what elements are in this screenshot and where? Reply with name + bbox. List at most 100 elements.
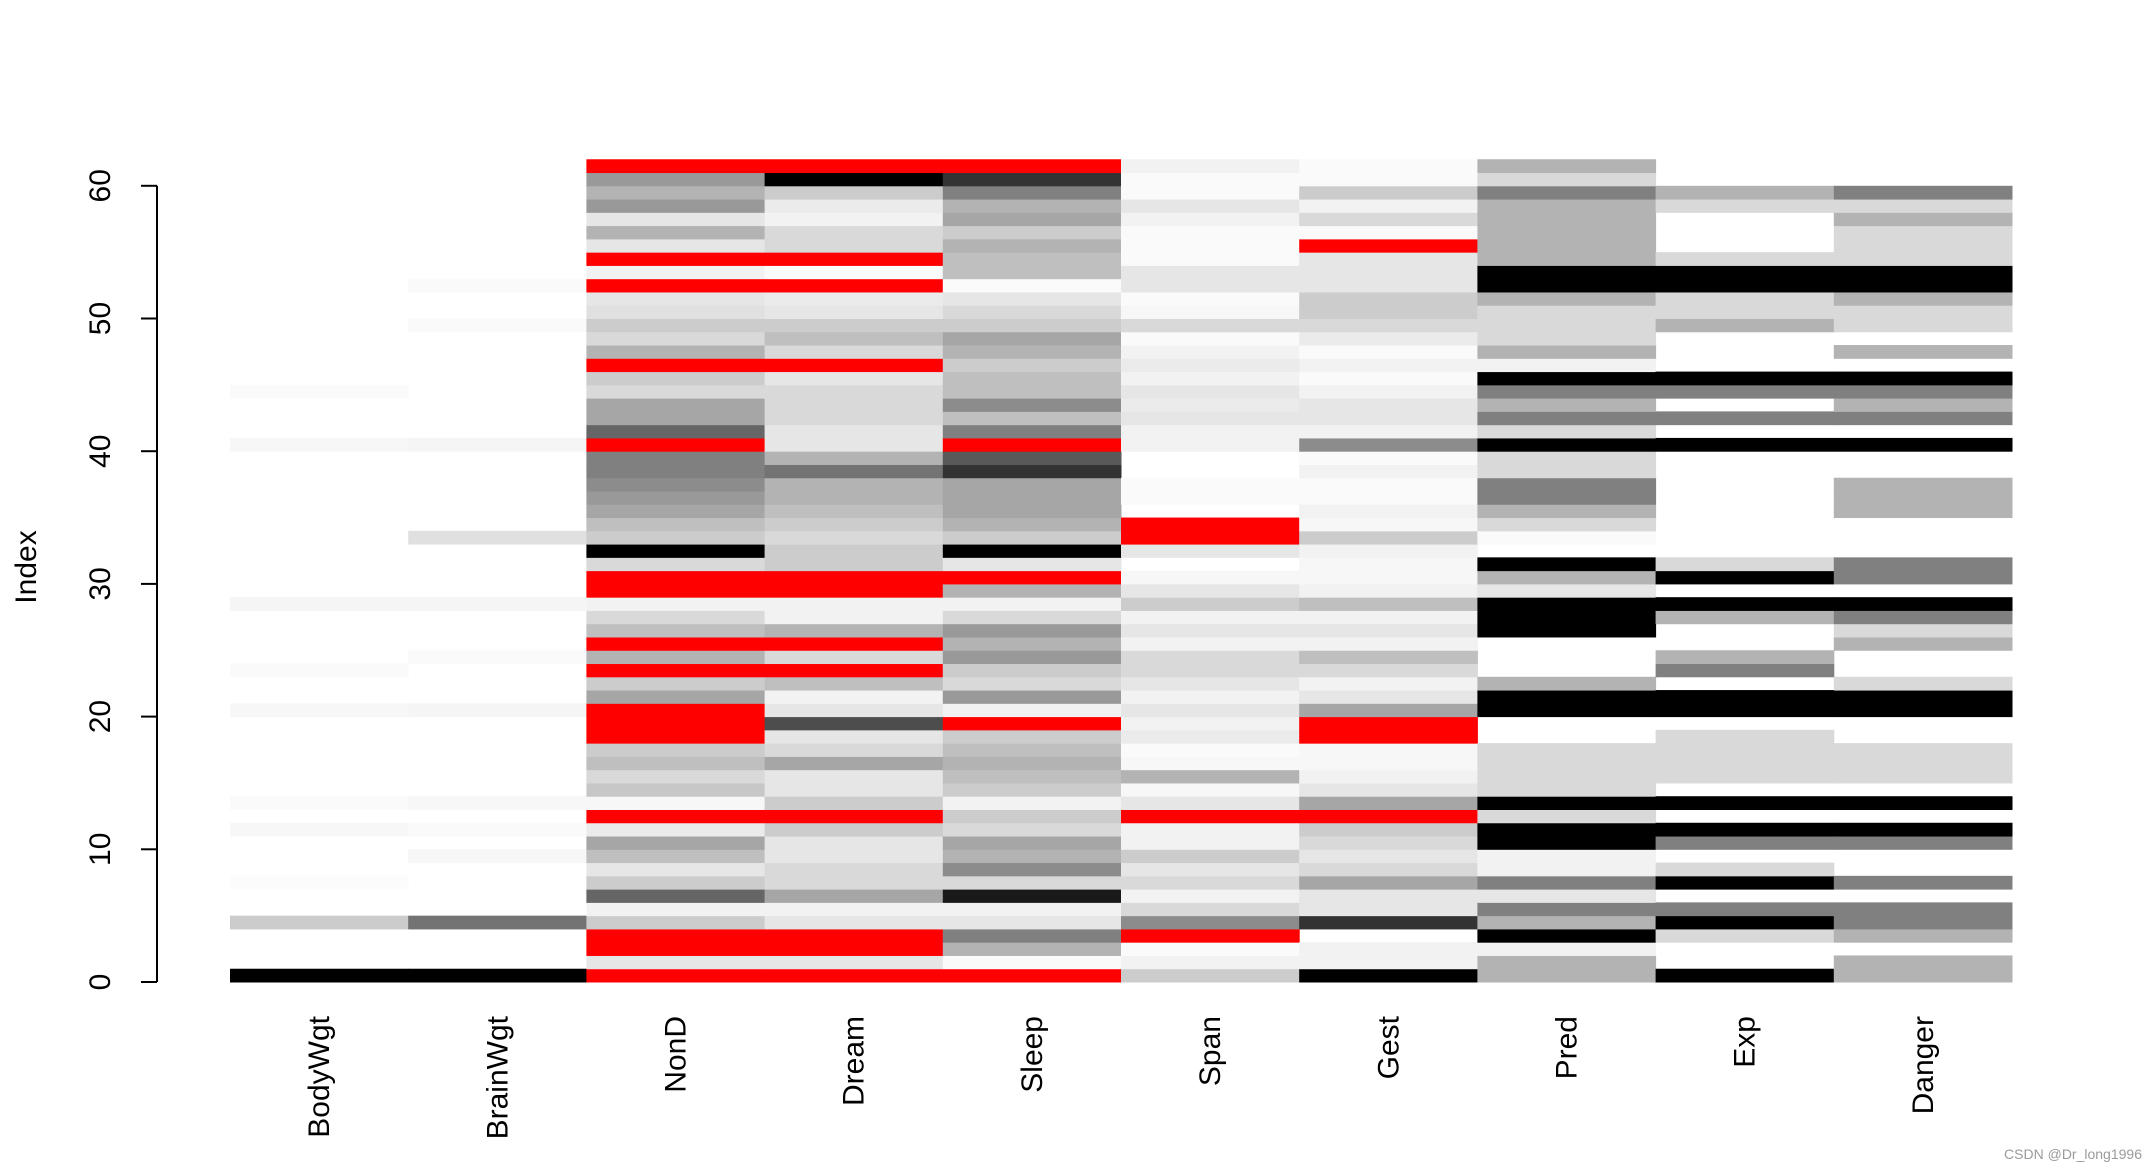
cell-Dream-17 — [764, 756, 944, 771]
cell-Dream-41 — [764, 437, 944, 452]
cell-Gest-58 — [1299, 212, 1478, 227]
cell-Sleep-26 — [942, 636, 1122, 651]
cell-Sleep-14 — [942, 796, 1122, 810]
cell-Sleep-12 — [942, 822, 1122, 837]
cell-Pred-52 — [1477, 291, 1657, 306]
cell-Sleep-42 — [942, 424, 1122, 439]
cell-Pred-44 — [1477, 398, 1657, 412]
cell-Danger-17 — [1833, 756, 2013, 771]
cell-Sleep-62 — [942, 159, 1122, 174]
cell-BrainWgt-10 — [408, 849, 587, 864]
cell-Dream-10 — [764, 849, 944, 864]
cell-Exp-25 — [1655, 650, 1835, 665]
cell-Exp-43 — [1655, 411, 1835, 426]
cell-NonD-62 — [586, 159, 766, 174]
cell-Sleep-23 — [942, 676, 1122, 691]
cell-NonD-30 — [586, 583, 766, 598]
cell-Gest-7 — [1299, 889, 1478, 903]
cell-Span-31 — [1121, 570, 1300, 585]
cell-Dream-20 — [764, 716, 944, 731]
cell-Dream-47 — [764, 358, 944, 373]
cell-Sleep-44 — [942, 398, 1122, 412]
cell-Span-7 — [1121, 889, 1300, 903]
cell-Exp-6 — [1655, 902, 1835, 917]
cell-Sleep-55 — [942, 252, 1122, 266]
cell-Span-44 — [1121, 398, 1300, 412]
cell-Sleep-50 — [942, 318, 1122, 333]
cell-Span-15 — [1121, 782, 1300, 797]
cell-Danger-26 — [1833, 636, 2013, 651]
cell-Exp-1 — [1655, 968, 1835, 983]
cell-Pred-38 — [1477, 477, 1657, 492]
cell-NonD-26 — [586, 636, 766, 651]
cell-Dream-36 — [764, 504, 944, 519]
cell-Exp-4 — [1655, 928, 1835, 943]
cell-Exp-52 — [1655, 291, 1835, 306]
cell-Dream-22 — [764, 690, 944, 704]
column-label-BrainWgt: BrainWgt — [481, 1015, 514, 1139]
cell-Sleep-60 — [942, 185, 1122, 200]
cell-Sleep-16 — [942, 769, 1122, 784]
cell-Gest-38 — [1299, 477, 1478, 492]
cell-NonD-36 — [586, 504, 766, 519]
cell-Dream-29 — [764, 597, 944, 611]
cell-Sleep-58 — [942, 212, 1122, 227]
cell-Exp-11 — [1655, 836, 1835, 850]
cell-NonD-9 — [586, 862, 766, 877]
cell-Dream-12 — [764, 822, 944, 837]
cell-NonD-2 — [586, 955, 766, 970]
cell-Exp-14 — [1655, 796, 1835, 810]
cell-Span-14 — [1121, 796, 1300, 810]
cell-Pred-29 — [1477, 597, 1657, 611]
cell-NonD-10 — [586, 849, 766, 864]
cell-Pred-39 — [1477, 464, 1657, 479]
cell-Sleep-20 — [942, 716, 1122, 731]
cell-Exp-12 — [1655, 822, 1835, 837]
cell-Gest-32 — [1299, 557, 1478, 572]
cell-Span-30 — [1121, 583, 1300, 598]
cell-Pred-5 — [1477, 915, 1657, 930]
cell-Gest-52 — [1299, 291, 1478, 306]
cell-Span-10 — [1121, 849, 1300, 864]
cell-NonD-51 — [586, 305, 766, 319]
cell-Pred-49 — [1477, 331, 1657, 346]
cell-Dream-61 — [764, 172, 944, 187]
cell-NonD-55 — [586, 252, 766, 266]
cell-Gest-16 — [1299, 769, 1478, 784]
cell-Gest-44 — [1299, 398, 1478, 412]
cell-Dream-42 — [764, 424, 944, 439]
cell-Span-46 — [1121, 371, 1300, 386]
cell-Span-37 — [1121, 491, 1300, 505]
cell-Span-58 — [1121, 212, 1300, 227]
cell-Pred-2 — [1477, 955, 1657, 970]
cell-Gest-19 — [1299, 729, 1478, 744]
cell-Exp-45 — [1655, 384, 1835, 399]
cell-Danger-12 — [1833, 822, 2013, 837]
cell-Exp-5 — [1655, 915, 1835, 930]
cell-Pred-42 — [1477, 424, 1657, 439]
cell-Dream-4 — [764, 928, 944, 943]
cell-BodyWgt-8 — [230, 875, 409, 890]
cell-Gest-31 — [1299, 570, 1478, 585]
cell-Gest-43 — [1299, 411, 1478, 426]
cell-Exp-59 — [1655, 199, 1835, 213]
cell-Danger-2 — [1833, 955, 2013, 970]
cell-NonD-58 — [586, 212, 766, 227]
cell-Gest-56 — [1299, 238, 1478, 253]
cell-Gest-12 — [1299, 822, 1478, 837]
cell-Danger-11 — [1833, 836, 2013, 850]
cell-Gest-20 — [1299, 716, 1478, 731]
cell-Dream-25 — [764, 650, 944, 665]
cell-Exp-41 — [1655, 437, 1835, 452]
cell-Dream-60 — [764, 185, 944, 200]
cell-Danger-56 — [1833, 238, 2013, 253]
cell-Danger-8 — [1833, 875, 2013, 890]
cell-Dream-38 — [764, 477, 944, 492]
cell-Dream-7 — [764, 889, 944, 903]
cell-Sleep-21 — [942, 703, 1122, 718]
column-label-Exp: Exp — [1729, 1016, 1762, 1068]
cell-Span-28 — [1121, 610, 1300, 625]
cell-Span-18 — [1121, 743, 1300, 757]
cell-Danger-54 — [1833, 265, 2013, 280]
cell-BodyWgt-1 — [230, 968, 409, 983]
